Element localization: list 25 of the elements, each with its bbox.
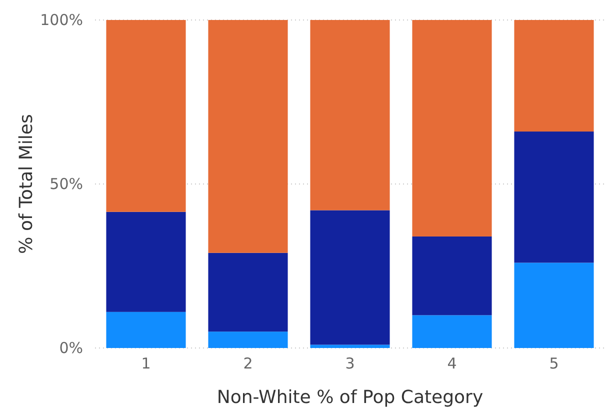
bar	[208, 332, 288, 348]
bar	[106, 20, 186, 212]
bar	[106, 312, 186, 348]
x-tick-label: 2	[243, 354, 253, 373]
bar	[310, 210, 390, 345]
bar	[514, 20, 594, 132]
y-tick-label: 0%	[59, 338, 83, 357]
x-tick-label: 5	[549, 354, 559, 373]
bar	[310, 344, 390, 348]
bar	[514, 262, 594, 348]
y-axis-title: % of Total Miles	[16, 114, 37, 254]
x-axis-title: Non-White % of Pop Category	[216, 387, 484, 408]
bar	[412, 20, 492, 236]
bar	[514, 132, 594, 263]
x-tick-label: 3	[345, 354, 355, 373]
bar	[106, 212, 186, 312]
bar	[412, 315, 492, 348]
bar	[208, 20, 288, 253]
y-tick-label: 50%	[50, 174, 83, 193]
y-tick-label: 100%	[40, 10, 83, 29]
bar	[208, 252, 288, 332]
bar	[310, 20, 390, 210]
x-tick-label: 4	[447, 354, 457, 373]
x-tick-label: 1	[141, 354, 151, 373]
bar	[412, 236, 492, 316]
